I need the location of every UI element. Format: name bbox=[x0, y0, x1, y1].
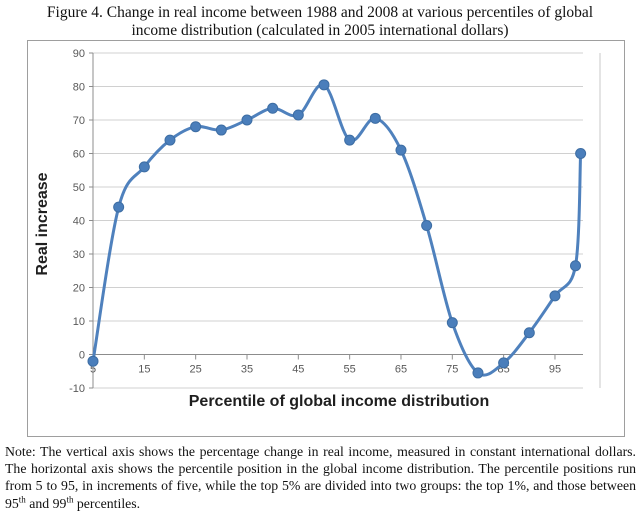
y-tick-label: 40 bbox=[73, 216, 85, 228]
note-middle: and 99 bbox=[25, 495, 67, 511]
series-line bbox=[91, 83, 583, 377]
x-tick-label: 55 bbox=[344, 364, 356, 376]
x-tick-label: 5 bbox=[90, 364, 96, 376]
y-axis-title: Real increase bbox=[34, 172, 51, 276]
x-tick-label: 65 bbox=[395, 364, 407, 376]
x-tick-label: 95 bbox=[549, 364, 561, 376]
figure-title: Figure 4. Change in real income between … bbox=[0, 4, 640, 39]
data-point-marker bbox=[87, 355, 99, 367]
x-tick-label: 35 bbox=[241, 364, 253, 376]
y-tick-label: 70 bbox=[73, 115, 85, 127]
data-point-marker bbox=[292, 109, 304, 121]
y-tick-label: 50 bbox=[73, 182, 85, 194]
chart-figure-box: -10 0 10 20 30 40 50 60 70 80 90 5 15 25 35 45 55 65 75 85 9… bbox=[27, 40, 625, 437]
y-tick-label: 90 bbox=[73, 48, 85, 60]
data-point-marker bbox=[421, 220, 433, 232]
data-point-marker bbox=[113, 201, 125, 213]
data-point-marker bbox=[369, 112, 381, 124]
x-tick-label: 75 bbox=[446, 364, 458, 376]
data-point-marker bbox=[138, 161, 150, 173]
data-point-marker bbox=[267, 102, 279, 114]
data-point-marker bbox=[549, 290, 561, 302]
x-tick-label: 25 bbox=[190, 364, 202, 376]
y-tick-label: 10 bbox=[73, 316, 85, 328]
y-tick-label: 80 bbox=[73, 82, 85, 94]
data-point-marker bbox=[395, 144, 407, 156]
note-prefix: Note: The vertical axis shows the percen… bbox=[5, 444, 636, 511]
note-superscript-th-1: th bbox=[18, 494, 26, 505]
data-point-marker bbox=[344, 134, 356, 146]
data-point-marker bbox=[446, 317, 458, 329]
data-point-marker bbox=[164, 134, 176, 146]
data-point-marker bbox=[472, 367, 484, 379]
data-point-marker bbox=[498, 357, 510, 369]
data-point-marker bbox=[575, 148, 587, 159]
y-tick-label: 20 bbox=[73, 283, 85, 295]
figure-title-line-1: Figure 4. Change in real income between … bbox=[46, 4, 594, 21]
data-point-marker bbox=[241, 114, 253, 126]
note-superscript-th-2: th bbox=[66, 494, 74, 505]
y-tick-label: 0 bbox=[79, 350, 85, 362]
data-point-marker bbox=[215, 124, 227, 136]
figure-title-line-2: income distribution (calculated in 2005 … bbox=[131, 21, 509, 39]
data-point-marker bbox=[318, 79, 330, 91]
data-point-marker bbox=[190, 121, 202, 133]
y-tick-label: 60 bbox=[73, 149, 85, 161]
note-suffix: percentiles. bbox=[73, 495, 141, 511]
x-tick-label: 15 bbox=[138, 364, 150, 376]
note-text: Note: The vertical axis shows the percen… bbox=[5, 443, 636, 512]
y-tick-label: 30 bbox=[73, 249, 85, 261]
data-point-marker bbox=[523, 327, 535, 339]
y-tick-label: -10 bbox=[69, 383, 85, 395]
data-point-marker bbox=[570, 260, 582, 272]
x-axis-title: Percentile of global income distribution bbox=[188, 393, 490, 410]
x-tick-label: 45 bbox=[292, 364, 304, 376]
